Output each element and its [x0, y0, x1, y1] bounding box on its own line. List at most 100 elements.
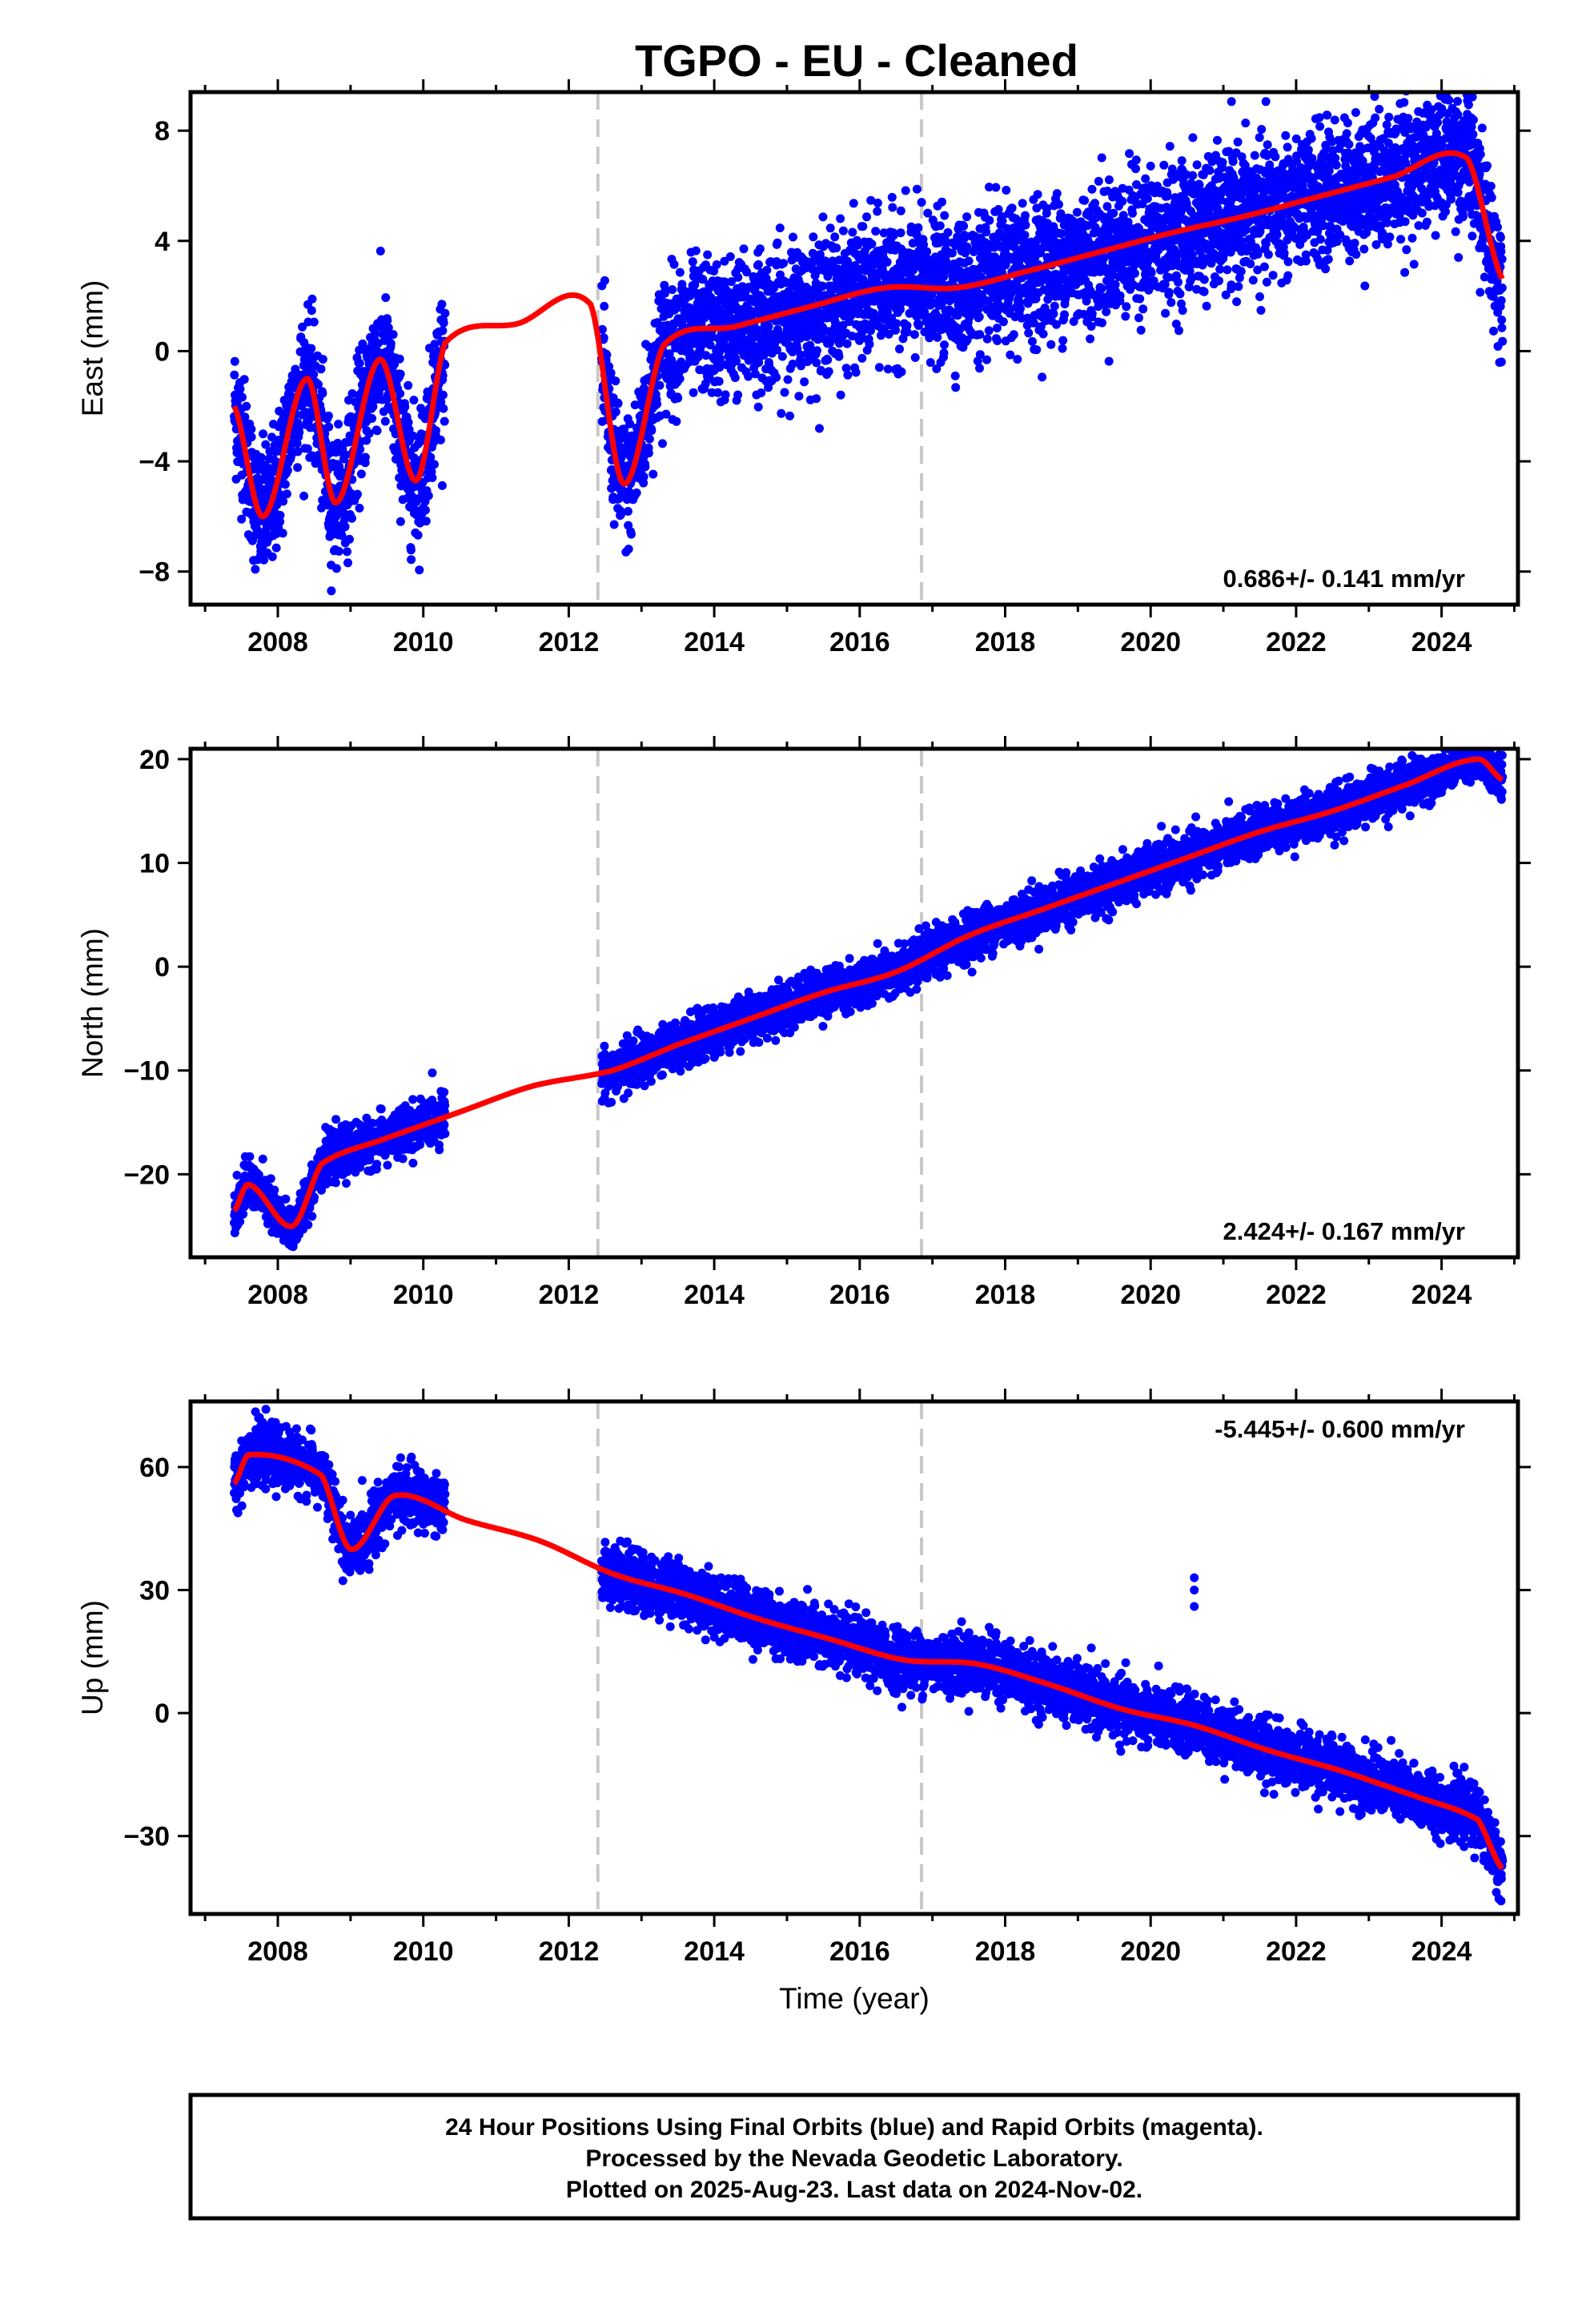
data-point [1177, 156, 1186, 166]
data-point [1227, 97, 1236, 107]
data-point [1283, 271, 1293, 280]
data-point [624, 545, 633, 554]
data-point [935, 221, 945, 231]
data-point [874, 363, 884, 372]
data-point [278, 529, 287, 538]
data-point [372, 426, 382, 436]
data-point [1202, 301, 1211, 311]
data-point [672, 416, 681, 426]
data-point [1371, 113, 1380, 123]
data-point [777, 408, 786, 418]
data-point [428, 473, 437, 482]
data-point [668, 285, 677, 295]
data-point [1020, 231, 1030, 240]
data-point [917, 198, 926, 207]
data-point [865, 340, 874, 349]
data-point [1032, 345, 1042, 355]
data-point [1351, 108, 1360, 117]
data-point [1058, 336, 1068, 345]
data-point [1255, 292, 1264, 301]
data-point [239, 375, 249, 384]
data-point [848, 227, 857, 237]
data-point [753, 402, 763, 412]
data-point [1272, 230, 1282, 239]
data-point [611, 376, 620, 386]
data-point [1097, 283, 1106, 293]
data-point [347, 389, 357, 398]
data-point [298, 322, 307, 332]
data-point [1086, 334, 1095, 344]
data-point [779, 259, 788, 268]
data-point [247, 424, 256, 434]
data-point [307, 306, 316, 316]
data-point [267, 432, 276, 442]
data-point [933, 332, 942, 342]
data-point [1146, 161, 1155, 171]
data-point [240, 412, 250, 422]
data-point [1331, 160, 1341, 170]
data-point [818, 212, 828, 222]
data-point [440, 416, 449, 426]
data-point [340, 522, 350, 532]
data-point [1323, 255, 1333, 264]
data-point [655, 380, 665, 390]
data-point [1131, 164, 1140, 174]
data-point [753, 259, 763, 269]
data-point [1344, 139, 1354, 149]
data-point [367, 414, 377, 423]
data-point [1342, 129, 1351, 139]
data-point [669, 259, 679, 269]
data-point [413, 530, 423, 540]
data-point [1138, 304, 1148, 314]
data-point [1263, 140, 1272, 150]
data-point [327, 586, 336, 596]
data-point [279, 497, 288, 506]
data-point [783, 375, 793, 384]
data-point [730, 373, 740, 383]
data-point [275, 517, 285, 526]
data-point [1049, 309, 1058, 319]
data-point [762, 265, 772, 275]
data-point [1038, 329, 1048, 339]
data-point [871, 227, 881, 236]
data-point [675, 374, 685, 384]
data-point [235, 384, 245, 394]
data-point [772, 372, 781, 382]
data-point [794, 392, 804, 401]
data-point [1146, 267, 1156, 277]
data-point [1054, 199, 1063, 209]
data-point [318, 388, 327, 398]
data-point [627, 529, 636, 539]
data-point [991, 183, 1001, 192]
data-point [896, 228, 905, 238]
data-point [1097, 153, 1106, 163]
data-point [375, 247, 385, 255]
data-point [409, 396, 419, 405]
data-point [314, 380, 323, 389]
data-point [355, 504, 364, 513]
data-point [386, 339, 396, 348]
data-point [611, 407, 620, 416]
data-point [400, 402, 410, 412]
data-point [1131, 155, 1141, 165]
data-point [282, 489, 291, 499]
data-point [789, 232, 797, 242]
data-point [383, 323, 393, 332]
data-point [432, 426, 440, 436]
data-point [1199, 287, 1209, 296]
plot-area-east [230, 92, 1508, 605]
chart-title: TGPO - EU - Cleaned [635, 35, 1078, 86]
data-point [1016, 304, 1025, 313]
data-point [334, 420, 343, 429]
data-point [334, 546, 343, 556]
data-point [733, 272, 743, 282]
data-point [1162, 191, 1172, 201]
data-point [247, 432, 256, 442]
data-point [242, 401, 251, 411]
data-point [1102, 307, 1111, 316]
data-point [1359, 244, 1369, 254]
data-point [1178, 306, 1187, 316]
data-point [1351, 250, 1361, 259]
data-point [950, 371, 960, 380]
data-point [1002, 186, 1011, 195]
